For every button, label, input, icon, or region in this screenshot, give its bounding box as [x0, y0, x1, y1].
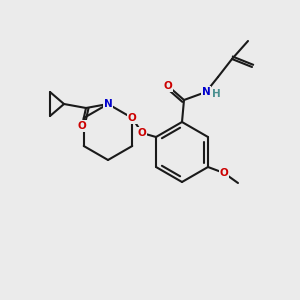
Text: N: N: [202, 87, 210, 97]
Text: O: O: [220, 168, 228, 178]
Text: O: O: [78, 121, 86, 131]
Text: O: O: [128, 113, 136, 123]
Text: H: H: [212, 89, 220, 99]
Text: O: O: [138, 128, 146, 138]
Text: O: O: [164, 81, 172, 91]
Text: N: N: [103, 99, 112, 109]
